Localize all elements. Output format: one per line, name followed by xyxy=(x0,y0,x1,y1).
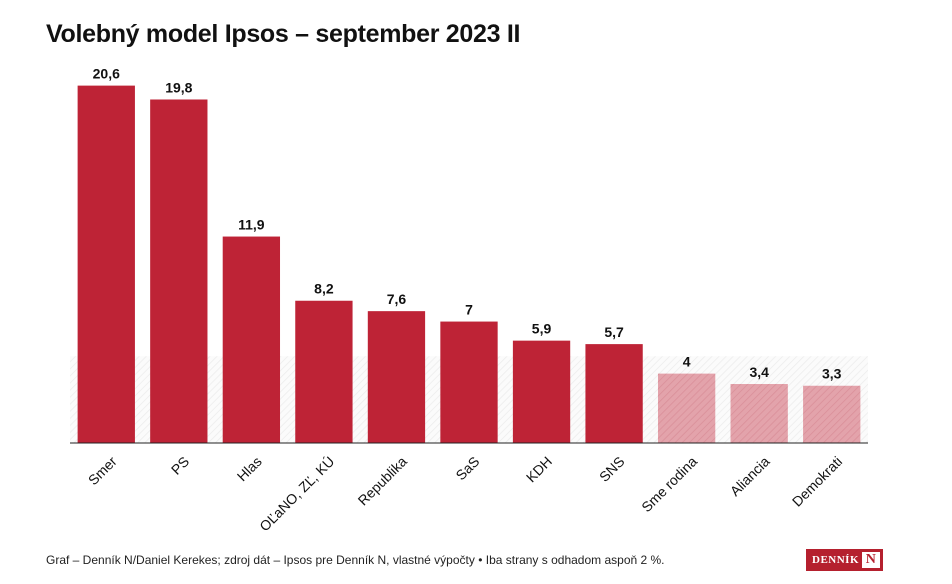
category-label: Demokrati xyxy=(789,453,845,509)
value-label: 20,6 xyxy=(93,66,120,82)
category-label: PS xyxy=(168,453,193,478)
category-label: Sme rodina xyxy=(638,453,700,515)
dennik-n-logo: DENNÍK N xyxy=(806,549,883,571)
category-label: KDH xyxy=(523,453,555,485)
value-label: 5,9 xyxy=(532,321,552,337)
category-label: Hlas xyxy=(234,453,265,484)
value-label: 4 xyxy=(683,354,691,370)
category-label: Republika xyxy=(355,453,410,508)
category-label: Aliancia xyxy=(727,453,773,499)
category-label: SaS xyxy=(452,453,482,483)
value-label: 5,7 xyxy=(604,324,624,340)
value-label: 8,2 xyxy=(314,281,334,297)
bar-o-ano-z-k xyxy=(295,300,353,443)
value-label: 11,9 xyxy=(238,217,265,233)
logo-letter: N xyxy=(862,552,880,568)
category-label: Smer xyxy=(85,453,120,488)
category-label: SNS xyxy=(596,453,628,485)
value-label: 3,4 xyxy=(749,364,769,380)
chart-title: Volebný model Ipsos – september 2023 II xyxy=(46,20,521,48)
value-label: 7 xyxy=(465,302,473,318)
value-label: 19,8 xyxy=(165,79,192,95)
bar-sme-rodina xyxy=(657,373,716,443)
chart-footer: Graf – Denník N/Daniel Kerekes; zdroj dá… xyxy=(46,553,665,567)
bar-kdh xyxy=(512,340,571,443)
value-label: 7,6 xyxy=(387,291,407,307)
bar-ps xyxy=(150,99,208,443)
bar-smer xyxy=(77,85,135,443)
bar-sas xyxy=(440,321,498,443)
logo-word: DENNÍK xyxy=(812,554,860,566)
bar-sns xyxy=(585,344,643,443)
bar-republika xyxy=(367,311,426,443)
bar-aliancia xyxy=(730,384,788,443)
value-label: 3,3 xyxy=(822,366,842,382)
bar-demokrati xyxy=(803,385,861,443)
category-label: OĽaNO, ZĽ, KÚ xyxy=(256,453,337,534)
bar-hlas xyxy=(222,236,281,443)
